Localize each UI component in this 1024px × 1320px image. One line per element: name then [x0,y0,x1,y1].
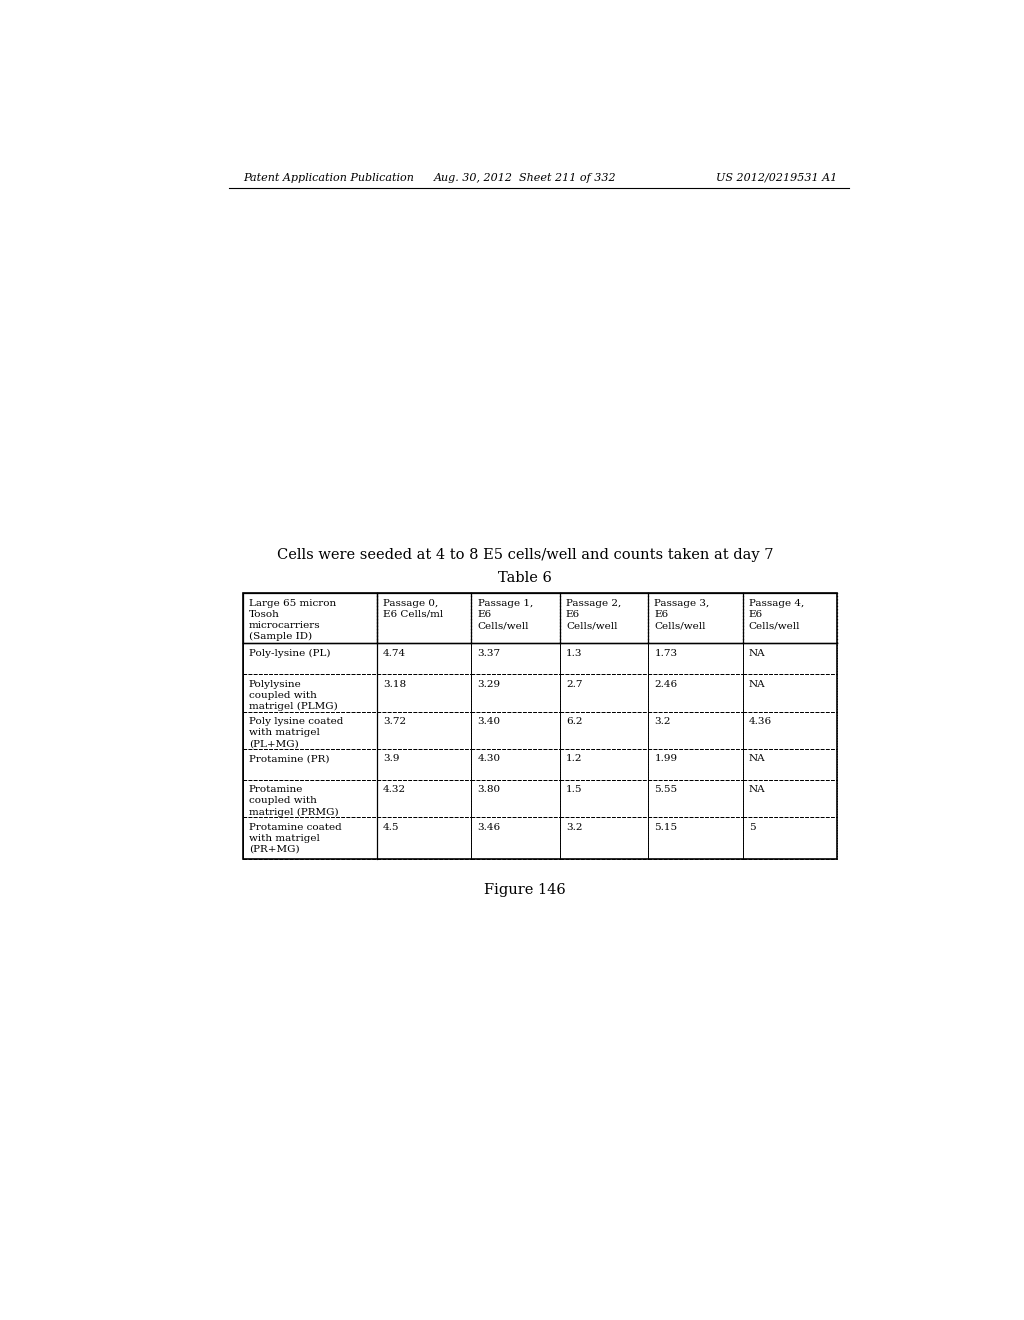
Text: 5: 5 [749,822,756,832]
Text: Passage 1,
E6
Cells/well: Passage 1, E6 Cells/well [477,599,532,630]
Text: 1.99: 1.99 [654,754,678,763]
Text: 2.46: 2.46 [654,680,678,689]
Text: 4.5: 4.5 [383,822,399,832]
Text: Passage 3,
E6
Cells/well: Passage 3, E6 Cells/well [654,599,710,630]
Text: Figure 146: Figure 146 [484,883,565,896]
Text: Protamine (PR): Protamine (PR) [249,754,330,763]
Text: 3.72: 3.72 [383,717,407,726]
Text: Poly-lysine (PL): Poly-lysine (PL) [249,648,331,657]
Text: Protamine
coupled with
matrigel (PRMG): Protamine coupled with matrigel (PRMG) [249,785,339,817]
Text: 4.32: 4.32 [383,785,407,795]
Text: 5.55: 5.55 [654,785,678,795]
Text: 3.9: 3.9 [383,754,399,763]
Text: 1.73: 1.73 [654,648,678,657]
Text: Passage 2,
E6
Cells/well: Passage 2, E6 Cells/well [566,599,622,630]
Text: 3.37: 3.37 [477,648,501,657]
Text: 2.7: 2.7 [566,680,583,689]
Text: Passage 0,
E6 Cells/ml: Passage 0, E6 Cells/ml [383,599,443,619]
Text: 1.3: 1.3 [566,648,583,657]
Text: 4.36: 4.36 [749,717,772,726]
Text: Aug. 30, 2012  Sheet 211 of 332: Aug. 30, 2012 Sheet 211 of 332 [433,173,616,182]
Text: 4.74: 4.74 [383,648,407,657]
Text: Patent Application Publication: Patent Application Publication [243,173,414,182]
Text: Protamine coated
with matrigel
(PR+MG): Protamine coated with matrigel (PR+MG) [249,822,342,854]
Text: US 2012/0219531 A1: US 2012/0219531 A1 [716,173,838,182]
Text: 3.2: 3.2 [654,717,671,726]
Text: 5.15: 5.15 [654,822,678,832]
Text: 1.5: 1.5 [566,785,583,795]
Text: Table 6: Table 6 [498,572,552,585]
Text: 3.18: 3.18 [383,680,407,689]
Text: Large 65 micron
Tosoh
microcarriers
(Sample ID): Large 65 micron Tosoh microcarriers (Sam… [249,599,336,642]
Text: NA: NA [749,680,766,689]
Text: Passage 4,
E6
Cells/well: Passage 4, E6 Cells/well [749,599,804,630]
Text: Polylysine
coupled with
matrigel (PLMG): Polylysine coupled with matrigel (PLMG) [249,680,338,711]
Text: 4.30: 4.30 [477,754,501,763]
Text: 6.2: 6.2 [566,717,583,726]
Text: 3.40: 3.40 [477,717,501,726]
Text: 3.29: 3.29 [477,680,501,689]
Text: NA: NA [749,785,766,795]
Text: NA: NA [749,754,766,763]
Text: 3.46: 3.46 [477,822,501,832]
Text: 3.2: 3.2 [566,822,583,832]
Text: 3.80: 3.80 [477,785,501,795]
Text: 1.2: 1.2 [566,754,583,763]
Text: NA: NA [749,648,766,657]
Text: Poly lysine coated
with matrigel
(PL+MG): Poly lysine coated with matrigel (PL+MG) [249,717,343,748]
Bar [243,594,838,859]
Text: Cells were seeded at 4 to 8 E5 cells/well and counts taken at day 7: Cells were seeded at 4 to 8 E5 cells/wel… [276,548,773,562]
